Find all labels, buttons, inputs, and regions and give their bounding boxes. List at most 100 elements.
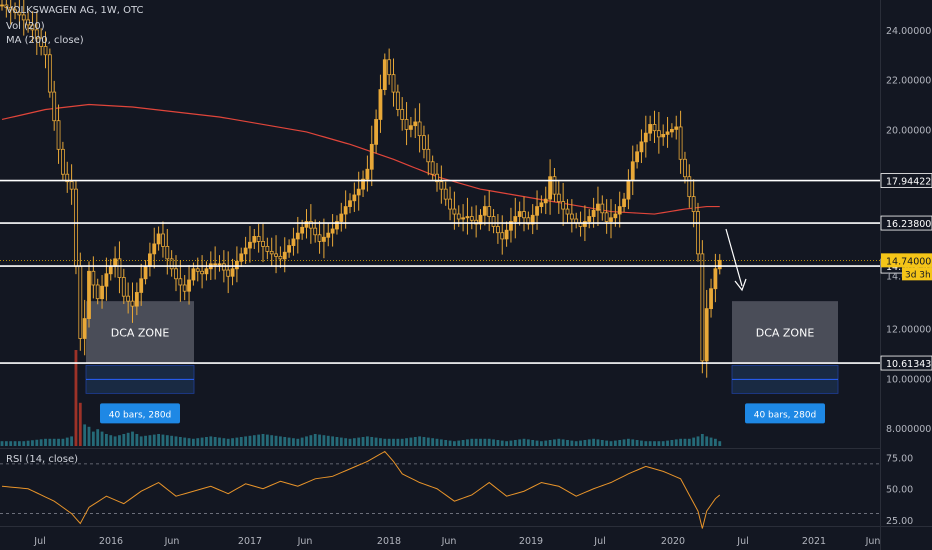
candle-body: [143, 265, 148, 280]
candle-body: [335, 221, 339, 230]
level-tag: [880, 173, 932, 188]
level-tag: [880, 355, 932, 371]
candle-body: [391, 74, 396, 93]
candle-body: [4, 4, 9, 8]
candle-body: [17, 12, 22, 16]
candle-body: [617, 206, 622, 215]
volume-bar: [387, 438, 391, 446]
candle-body: [452, 208, 457, 215]
bars-badge-label: 40 bars, 280d: [109, 410, 172, 420]
candle-body: [65, 173, 70, 183]
candle-body: [365, 168, 370, 180]
candle-body: [274, 253, 278, 257]
candle-body: [21, 14, 26, 21]
volume-bar: [448, 440, 452, 446]
candle-body: [61, 148, 65, 175]
symbol-title[interactable]: VOLKSWAGEN AG, 1W, OTC: [6, 5, 144, 16]
candle-body: [517, 211, 522, 217]
volume-bar: [644, 441, 648, 446]
candle-body: [378, 89, 383, 120]
volume-bar: [640, 440, 643, 446]
volume-bar: [492, 439, 495, 446]
time-tick-label: 2019: [519, 536, 543, 547]
time-tick-label: Jul: [33, 536, 45, 547]
volume-bar: [126, 432, 130, 446]
candle-body: [426, 148, 431, 163]
candle-body: [121, 277, 126, 297]
candle-body: [678, 126, 683, 160]
volume-bar: [135, 434, 139, 446]
candle-body: [87, 270, 91, 319]
current-price-tag: [881, 253, 932, 268]
volume-bar: [222, 438, 226, 446]
candle-body: [504, 229, 509, 240]
candle-body: [230, 268, 235, 277]
candle-body: [326, 232, 331, 238]
volume-bar: [383, 438, 387, 446]
volume-bar: [213, 437, 217, 446]
candle-body: [204, 268, 209, 275]
volume-bar: [0, 441, 4, 446]
candle-body: [622, 198, 626, 207]
candle-body: [308, 221, 313, 229]
volume-bar: [357, 437, 361, 446]
volume-bar: [57, 438, 60, 446]
volume-bar: [26, 440, 30, 446]
dca-zone-box: [86, 301, 194, 364]
volume-bar: [209, 436, 213, 446]
rsi-series: [0, 450, 880, 529]
volume-bar: [344, 438, 348, 446]
volume-bar: [74, 350, 78, 446]
volume-bar: [531, 440, 535, 446]
volume-bar: [618, 440, 622, 446]
candle-body: [104, 273, 109, 287]
candle-body: [500, 232, 505, 240]
candle-body: [495, 226, 500, 234]
candle-body: [226, 269, 231, 277]
time-tick-label: 2021: [802, 536, 826, 547]
time-tick-label: Jul: [736, 536, 748, 547]
candle-body: [700, 253, 705, 362]
candle-body: [30, 24, 35, 31]
volume-bar: [566, 440, 569, 446]
candle-body: [269, 250, 274, 255]
candle-body: [265, 245, 270, 252]
candle-body: [552, 176, 557, 195]
candle-body: [161, 233, 165, 247]
candle-body: [404, 119, 409, 130]
volume-bar: [692, 437, 696, 446]
candle-body: [600, 203, 605, 214]
volume-bar: [87, 426, 91, 446]
volume-legend[interactable]: Vol (20): [6, 21, 45, 32]
candle-body: [422, 135, 426, 150]
volume-bar: [139, 436, 143, 446]
candle-body: [652, 124, 657, 132]
volume-bar: [283, 437, 287, 446]
time-tick-label: Jul: [593, 536, 605, 547]
volume-bar: [526, 439, 530, 446]
volume-bar: [540, 441, 543, 446]
volume-bar: [470, 438, 474, 446]
ma-legend[interactable]: MA (200, close): [6, 35, 84, 46]
countdown-label: 3d 3h: [905, 270, 931, 280]
candle-body: [234, 260, 239, 270]
volume-bar: [61, 438, 65, 446]
candle-body: [56, 120, 61, 150]
volume-bar: [426, 437, 430, 446]
candle-body: [169, 258, 174, 270]
time-tick-label: Jun: [865, 536, 881, 547]
candle-body: [74, 188, 78, 267]
level-tag-label: 10.613434: [886, 359, 932, 370]
candle-body: [430, 161, 435, 175]
candle-body: [687, 176, 692, 198]
volume-bar: [379, 438, 382, 446]
candle-body: [356, 188, 361, 196]
volume-bar: [500, 440, 504, 446]
volume-bar: [683, 438, 687, 446]
volume-bar: [239, 437, 243, 446]
rsi-legend[interactable]: RSI (14, close): [6, 454, 79, 465]
candle-body: [252, 236, 257, 243]
volume-bar: [596, 439, 600, 446]
candle-body: [91, 270, 96, 286]
